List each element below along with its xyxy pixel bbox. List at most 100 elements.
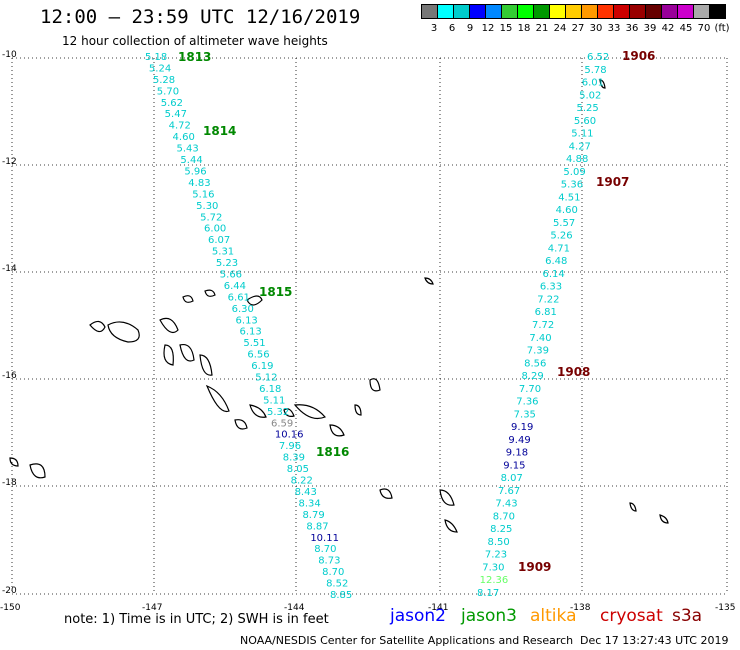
island — [329, 424, 345, 437]
swh-value: 6.44 — [224, 281, 246, 292]
swh-value: 5.36 — [561, 180, 583, 191]
swh-value: 5.18 — [145, 52, 167, 63]
time-label-green: 1813 — [178, 50, 211, 64]
satellite-name: jason2 — [390, 606, 446, 626]
swh-value: 6.30 — [232, 304, 254, 315]
x-axis-label: -135 — [715, 603, 735, 613]
island — [293, 404, 327, 420]
swh-value: 4.72 — [169, 121, 191, 132]
swh-value: 7.35 — [514, 409, 536, 420]
y-axis-label: -12 — [2, 157, 17, 167]
swh-value: 4.83 — [188, 178, 210, 189]
swh-value: 5.23 — [216, 258, 238, 269]
swh-value: 7.67 — [498, 486, 520, 497]
swh-value: 5.96 — [184, 166, 206, 177]
legend-swatch — [565, 4, 582, 19]
swh-value: 5.78 — [584, 65, 606, 76]
swh-value: 5.26 — [550, 231, 572, 242]
swh-value: 5.30 — [196, 201, 218, 212]
legend-label: 36 — [625, 23, 639, 34]
time-label-green: 1815 — [259, 285, 292, 299]
island — [444, 519, 458, 533]
swh-value: 8.50 — [487, 537, 509, 548]
legend-swatch — [485, 4, 502, 19]
legend-swatch — [581, 4, 598, 19]
legend-label: 15 — [499, 23, 513, 34]
swh-value: 5.32 — [267, 407, 289, 418]
island — [199, 354, 213, 376]
swh-value: 8.25 — [490, 524, 512, 535]
swh-value: 7.22 — [537, 294, 559, 305]
legend-swatch — [677, 4, 694, 19]
swh-value: 5.62 — [161, 98, 183, 109]
islands — [9, 79, 669, 533]
legend-label: 39 — [643, 23, 657, 34]
y-axis-label: -20 — [2, 586, 17, 596]
legend-label: 9 — [466, 23, 474, 34]
x-axis-label: -147 — [142, 603, 162, 613]
legend-label: 3 — [430, 23, 438, 34]
swh-value: 7.70 — [519, 384, 541, 395]
swh-value: 7.30 — [482, 562, 504, 573]
legend-label: 6 — [448, 23, 456, 34]
legend-swatch — [469, 4, 486, 19]
swh-value: 8.70 — [493, 511, 515, 522]
legend-swatch — [693, 4, 710, 19]
legend-label: 42 — [661, 23, 675, 34]
swh-value: 5.28 — [153, 75, 175, 86]
swh-value: 5.57 — [553, 218, 575, 229]
island — [354, 404, 362, 416]
swh-value: 4.71 — [548, 243, 570, 254]
time-label-green: 1814 — [203, 124, 236, 138]
swh-value: 5.25 — [577, 103, 599, 114]
swh-value: 5.72 — [200, 212, 222, 223]
swh-value: 12.36 — [480, 575, 509, 586]
swh-value: 7.96 — [279, 441, 301, 452]
swh-value: 5.02 — [579, 90, 601, 101]
swh-value: 8.17 — [477, 588, 499, 599]
track-right: 6.52 5.78 6.015.02 5.25 5.60 5.114.27 4.88 5.09… — [477, 52, 609, 599]
satellite-name: altika — [530, 606, 577, 626]
island — [629, 502, 637, 512]
satellite-name: jason3 — [461, 606, 517, 626]
island — [29, 463, 46, 479]
swh-value: 4.51 — [558, 192, 580, 203]
time-label-green: 1816 — [316, 445, 349, 459]
swh-value: 9.49 — [508, 435, 530, 446]
legend-swatch — [421, 4, 438, 19]
island — [283, 408, 295, 417]
island — [246, 295, 263, 306]
x-axis-label: -138 — [570, 603, 591, 613]
swh-value: 7.23 — [485, 550, 507, 561]
swh-value: 8.05 — [287, 464, 309, 475]
swh-value: 10.11 — [310, 533, 339, 544]
swh-value: 6.01 — [582, 78, 604, 89]
legend-label: 24 — [553, 23, 567, 34]
island — [163, 344, 174, 366]
swh-value: 8.87 — [306, 521, 328, 532]
x-axis-label: -144 — [284, 603, 305, 613]
legend-label: 45 — [679, 23, 693, 34]
swh-value: 6.18 — [259, 384, 281, 395]
legend-swatch — [597, 4, 614, 19]
swh-value: 6.13 — [236, 315, 258, 326]
legend-swatch — [661, 4, 678, 19]
island — [379, 488, 393, 499]
swh-value: 8.56 — [524, 358, 546, 369]
island — [234, 419, 248, 430]
legend-swatch — [709, 4, 726, 19]
swh-value: 8.85 — [330, 590, 352, 601]
swh-value: 8.07 — [501, 473, 523, 484]
island — [107, 321, 140, 343]
swh-value: 8.22 — [291, 476, 313, 487]
swh-value: 5.09 — [563, 167, 585, 178]
island — [369, 378, 381, 392]
legend-label: 12 — [481, 23, 495, 34]
swh-value: 6.07 — [208, 235, 230, 246]
swh-value: 5.51 — [243, 338, 265, 349]
legend-swatch — [453, 4, 470, 19]
legend-label: 21 — [535, 23, 549, 34]
y-axis-label: -18 — [2, 478, 17, 488]
swh-value: 10.16 — [275, 430, 304, 441]
swh-value: 5.44 — [180, 155, 202, 166]
